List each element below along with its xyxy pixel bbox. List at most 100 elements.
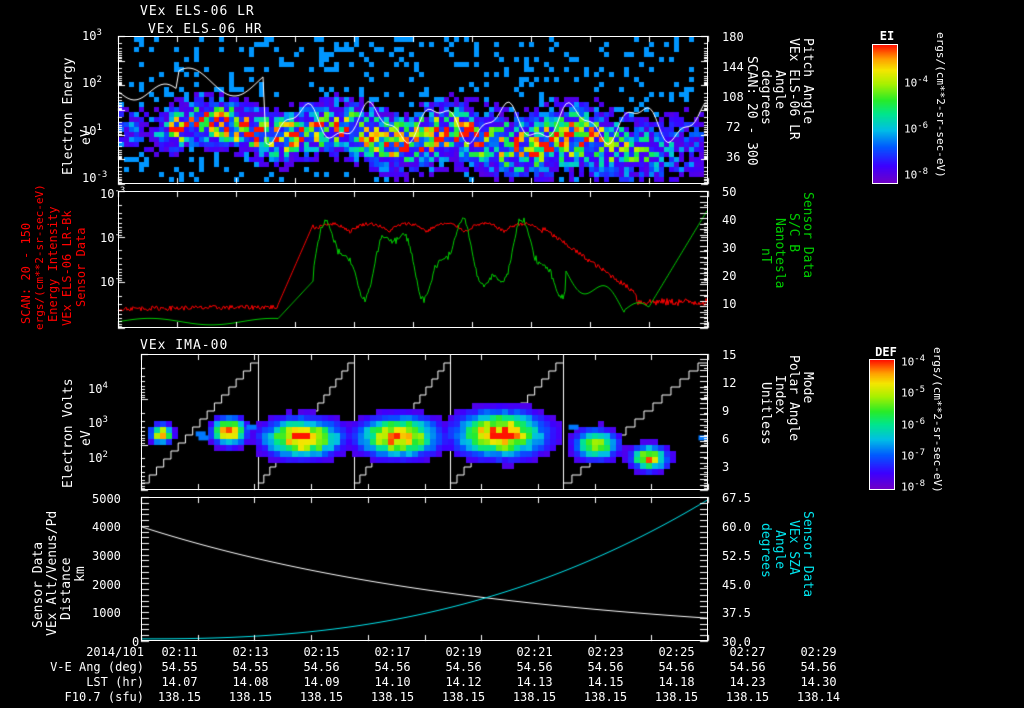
panel3-rtick-15: 15 <box>722 348 737 362</box>
panel4-right-axis-label-3: Angle <box>772 530 787 570</box>
f107-0: 138.15 <box>157 690 202 704</box>
panel3-rtick-6: 6 <box>722 432 730 446</box>
colorbar-ei-gradient <box>873 45 897 183</box>
panel1-plot-area[interactable] <box>118 36 708 184</box>
ve-ang-4: 54.56 <box>445 660 482 674</box>
panel4-ytick-5000: 5000 <box>92 492 121 506</box>
panel2-right-axis-label-3: Nanotesla <box>772 218 787 289</box>
energy-intensity-mag-canvas <box>119 192 707 327</box>
panel2-left-axis-label-1: Sensor Data <box>74 227 88 307</box>
panel4-ytick-3000: 3000 <box>92 549 121 563</box>
ve-ang-8: 54.56 <box>729 660 766 674</box>
panel1-ytick-1e2: 102 <box>82 75 102 90</box>
panel2-right-axis-label-4: nT <box>758 248 773 264</box>
colorbar-ei-tick-2: 10-6 <box>904 121 929 136</box>
f107-3: 138.15 <box>370 690 415 704</box>
f107-6: 138.15 <box>583 690 628 704</box>
els-spectrogram-canvas <box>119 37 707 183</box>
time-3: 02:17 <box>374 645 411 659</box>
row-label-lst: LST (hr) <box>86 675 144 689</box>
panel4-left-axis-label-1: Sensor Data <box>31 541 46 628</box>
lst-7: 14.18 <box>658 675 695 689</box>
panel4-right-axis-label-4: degrees <box>758 523 773 578</box>
panel4-right-axis-label-1: Sensor Data <box>800 511 815 598</box>
panel3-title: VEx IMA-00 <box>140 338 229 353</box>
f107-5: 138.15 <box>512 690 557 704</box>
panel4-ytick-2000: 2000 <box>92 578 121 592</box>
panel4-right-axis-label-2: VEx SZA <box>786 520 801 575</box>
colorbar-def-units: ergs/(cm**2-sr-sec-eV) <box>931 347 944 493</box>
time-1: 02:13 <box>232 645 269 659</box>
lst-0: 14.07 <box>161 675 198 689</box>
panel3-rtick-3: 3 <box>722 460 730 474</box>
lst-5: 14.13 <box>516 675 553 689</box>
panel1-ytick-1em3: 10-3 <box>82 170 108 185</box>
lst-1: 14.08 <box>232 675 269 689</box>
colorbar-def[interactable] <box>869 359 895 490</box>
f107-2: 138.15 <box>299 690 344 704</box>
panel4-rtick-375: 37.5 <box>722 606 751 620</box>
panel1-right-axis-label-2: VEx ELS-06 LR <box>786 38 801 140</box>
ve-ang-5: 54.56 <box>516 660 553 674</box>
panel1-right-axis-label-3: Angle <box>772 70 787 110</box>
lst-8: 14.23 <box>729 675 766 689</box>
panel2-rtick-10: 10 <box>722 297 737 311</box>
ve-ang-3: 54.56 <box>374 660 411 674</box>
colorbar-def-title: DEF <box>875 345 897 359</box>
panel3-plot-area[interactable] <box>141 354 708 490</box>
panel1-right-axis-label-1: Pitch Angle <box>800 38 815 125</box>
colorbar-ei-tick-3: 10-8 <box>904 167 929 182</box>
panel3-left-axis-label-1: Electron Volts <box>61 378 76 488</box>
colorbar-def-tick-1: 10-4 <box>901 354 926 369</box>
bottom-parameter-table: 2014/101 02:11 02:13 02:15 02:17 02:19 0… <box>14 645 854 705</box>
panel2-left-axis-label-4: ergs/(cm**2-sr-sec-eV) <box>33 184 46 330</box>
panel1-rtick-108: 108 <box>722 90 744 104</box>
panel1-rtick-72: 72 <box>726 120 741 134</box>
panel3-ytick-1e2: 102 <box>88 450 108 465</box>
ve-ang-0: 54.55 <box>161 660 198 674</box>
colorbar-ei[interactable] <box>872 44 898 184</box>
lst-2: 14.09 <box>303 675 340 689</box>
row-label-date: 2014/101 <box>86 645 144 659</box>
f107-4: 138.15 <box>441 690 486 704</box>
panel4-rtick-525: 52.5 <box>722 549 751 563</box>
ve-ang-7: 54.56 <box>658 660 695 674</box>
lst-3: 14.10 <box>374 675 411 689</box>
panel4-rtick-675: 67.5 <box>722 491 751 505</box>
panel2-rtick-50: 50 <box>722 185 737 199</box>
panel4-plot-area[interactable] <box>141 497 708 641</box>
f107-1: 138.15 <box>228 690 273 704</box>
panel2-right-axis-label-1: Sensor Data <box>800 192 815 279</box>
panel4-left-axis-label-4: km <box>73 566 88 582</box>
f107-9: 138.14 <box>796 690 841 704</box>
lst-9: 14.30 <box>800 675 837 689</box>
panel4-rtick-600: 60.0 <box>722 520 751 534</box>
panel2-left-axis-label-2: VEx ELS-06 LR-Bk <box>60 210 74 326</box>
table-row-ve-ang: V-E Ang (deg) 54.55 54.55 54.56 54.56 54… <box>14 660 854 675</box>
panel1-title-line2: VEx ELS-06 HR <box>148 22 263 37</box>
ve-ang-6: 54.56 <box>587 660 624 674</box>
panel1-rtick-144: 144 <box>722 60 744 74</box>
colorbar-ei-tick-1: 10-4 <box>904 75 929 90</box>
colorbar-def-tick-4: 10-7 <box>901 448 926 463</box>
panel2-left-axis-label-3: Energy Intensity <box>46 206 60 322</box>
colorbar-def-tick-3: 10-6 <box>901 417 926 432</box>
panel1-right-axis-label-5: SCAN: 20 - 300 <box>744 56 759 166</box>
panel2-rtick-20: 20 <box>722 269 737 283</box>
panel1-title-line1: VEx ELS-06 LR <box>140 4 255 19</box>
panel2-left-axis-label-5: SCAN: 20 - 150 <box>19 222 33 324</box>
table-row-f107: F10.7 (sfu) 138.15 138.15 138.15 138.15 … <box>14 690 854 705</box>
f107-8: 138.15 <box>725 690 770 704</box>
altitude-sza-canvas <box>142 498 707 640</box>
panel2-plot-area[interactable] <box>118 191 708 328</box>
colorbar-def-tick-2: 10-5 <box>901 385 926 400</box>
time-4: 02:19 <box>445 645 482 659</box>
panel4-left-axis-label-3: Distance <box>59 557 74 620</box>
time-7: 02:25 <box>658 645 695 659</box>
panel3-right-axis-label-3: Index <box>772 375 787 415</box>
ve-ang-9: 54.56 <box>800 660 837 674</box>
panel3-rtick-12: 12 <box>722 376 737 390</box>
colorbar-def-gradient <box>870 360 894 489</box>
panel1-ytick-1e1: 101 <box>82 123 102 138</box>
